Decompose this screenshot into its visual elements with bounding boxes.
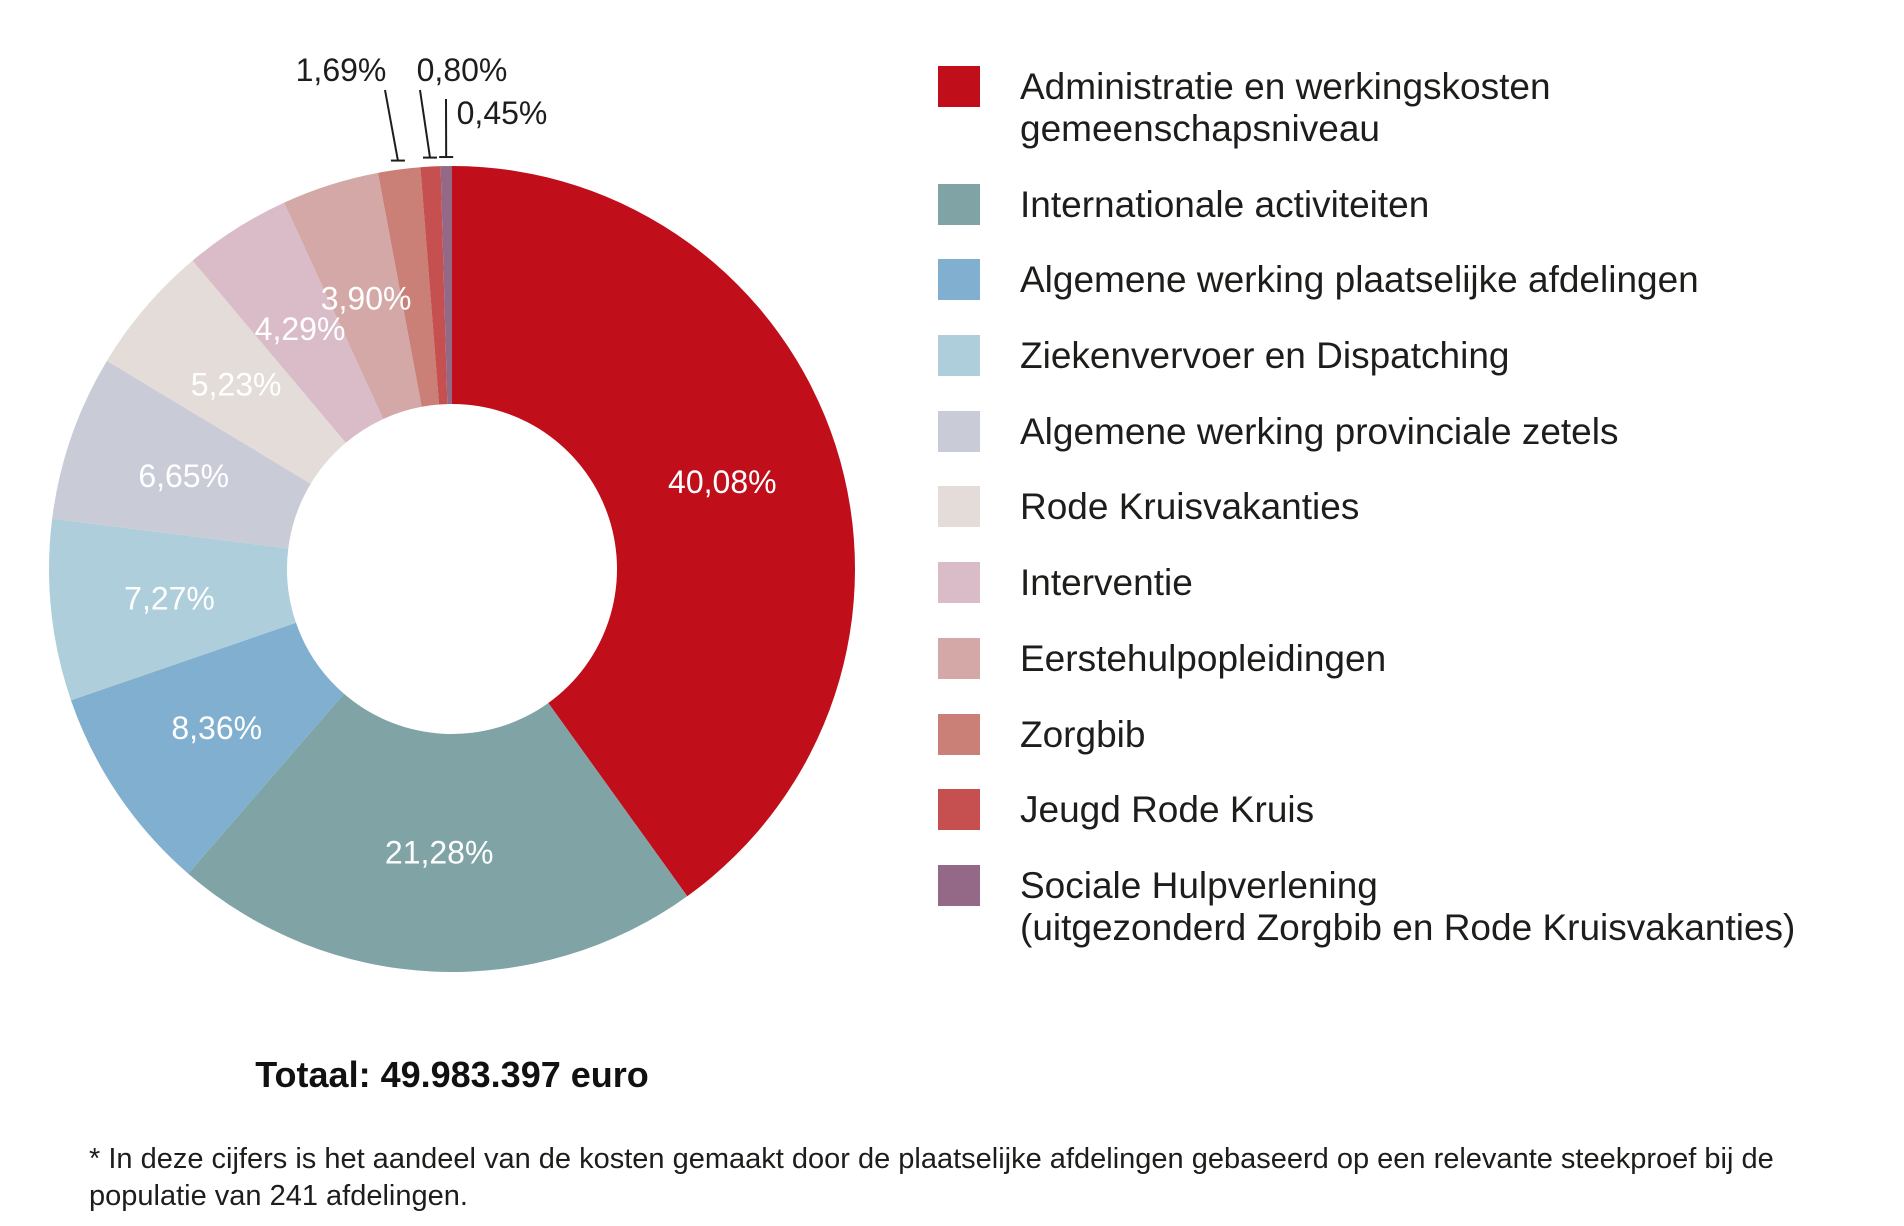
legend-label: Interventie <box>1020 562 1193 604</box>
legend-label: Rode Kruisvakanties <box>1020 486 1360 528</box>
slice-value-label: 1,69% <box>296 52 387 88</box>
legend-item: Algemene werking provinciale zetels <box>938 410 1795 453</box>
leader-line <box>384 89 399 161</box>
slice-value-label: 40,08% <box>668 464 777 500</box>
donut-chart: 40,08% 21,28% 8,36% 7,27% 6,65% 5,23% 4,29%3,9… <box>48 52 855 973</box>
slice-value-label: 7,27% <box>124 580 215 616</box>
slice-value-label: 8,36% <box>171 710 262 746</box>
slice-value-label: 6,65% <box>138 458 229 494</box>
donut-slice <box>106 260 346 484</box>
donut-slice <box>48 518 296 701</box>
donut-slice <box>284 172 422 420</box>
slice-value-label: 5,23% <box>191 366 282 402</box>
legend-swatch <box>938 864 980 906</box>
legend-item: Ziekenvervoer en Dispatching <box>938 335 1795 377</box>
legend-label: Internationale activiteiten <box>1020 183 1430 225</box>
legend-swatch <box>938 713 980 755</box>
slice-value-label: 0,80% <box>417 52 508 88</box>
legend-label: Algemene werking plaatselijke afdelingen <box>1020 259 1699 301</box>
legend-label: Sociale Hulpverlening (uitgezonderd Zorg… <box>1020 864 1796 948</box>
legend-swatch <box>938 789 980 831</box>
legend-swatch <box>938 183 980 225</box>
donut-labels: 40,08% 21,28% 8,36% 7,27% 6,65% 5,23% 4,29%3,9… <box>124 52 776 871</box>
donut-slice <box>452 166 855 897</box>
leader-line <box>419 89 431 158</box>
donut-slice <box>188 693 688 973</box>
legend-item: Algemene werking plaatselijke afdelingen <box>938 259 1795 301</box>
legend-label: Zorgbib <box>1020 713 1146 755</box>
donut-slice <box>440 166 452 405</box>
footnote: * In deze cijfers is het aandeel van de … <box>89 1141 1774 1215</box>
legend-item: Rode Kruisvakanties <box>938 486 1795 528</box>
donut-slice <box>420 166 448 405</box>
legend-label: Administratie en werkingskosten gemeensc… <box>1020 66 1551 149</box>
legend-swatch <box>938 335 980 377</box>
legend-item: Jeugd Rode Kruis <box>938 789 1795 831</box>
donut-slice <box>377 167 440 407</box>
slice-value-label: 21,28% <box>385 835 494 871</box>
legend-item: Zorgbib <box>938 713 1795 756</box>
legend-item: Interventie <box>938 562 1795 604</box>
legend-swatch <box>938 562 980 604</box>
legend-item: Administratie en werkingskosten gemeensc… <box>938 66 1795 150</box>
footnote-line: populatie van 241 afdelingen. <box>89 1180 468 1212</box>
slice-value-label: 3,90% <box>321 280 412 316</box>
donut-slice <box>192 202 384 443</box>
footnote-line: * In deze cijfers is het aandeel van de … <box>89 1143 1774 1175</box>
legend-swatch <box>938 486 980 528</box>
donut-slice <box>70 622 344 874</box>
slice-value-label: 0,45% <box>457 95 548 131</box>
slice-value-label: 4,29% <box>255 311 346 347</box>
legend-item: Eerstehulpopleidingen <box>938 637 1795 680</box>
legend-item: Sociale Hulpverlening (uitgezonderd Zorg… <box>938 864 1796 949</box>
legend-label: Jeugd Rode Kruis <box>1020 789 1315 831</box>
legend-label: Algemene werking provinciale zetels <box>1020 410 1619 452</box>
legend-label: Eerstehulpopleidingen <box>1020 637 1387 679</box>
legend-swatch <box>938 410 980 452</box>
legend-label: Ziekenvervoer en Dispatching <box>1020 335 1510 377</box>
legend-swatch <box>938 637 980 679</box>
chart-total: Totaal: 49.983.397 euro <box>255 1054 649 1095</box>
legend-swatch <box>938 259 980 301</box>
legend-swatch <box>938 66 980 107</box>
donut-slices <box>48 166 855 973</box>
chart-legend: Administratie en werkingskosten gemeensc… <box>938 66 1795 949</box>
legend-item: Internationale activiteiten <box>938 183 1795 226</box>
donut-slice <box>52 360 311 549</box>
